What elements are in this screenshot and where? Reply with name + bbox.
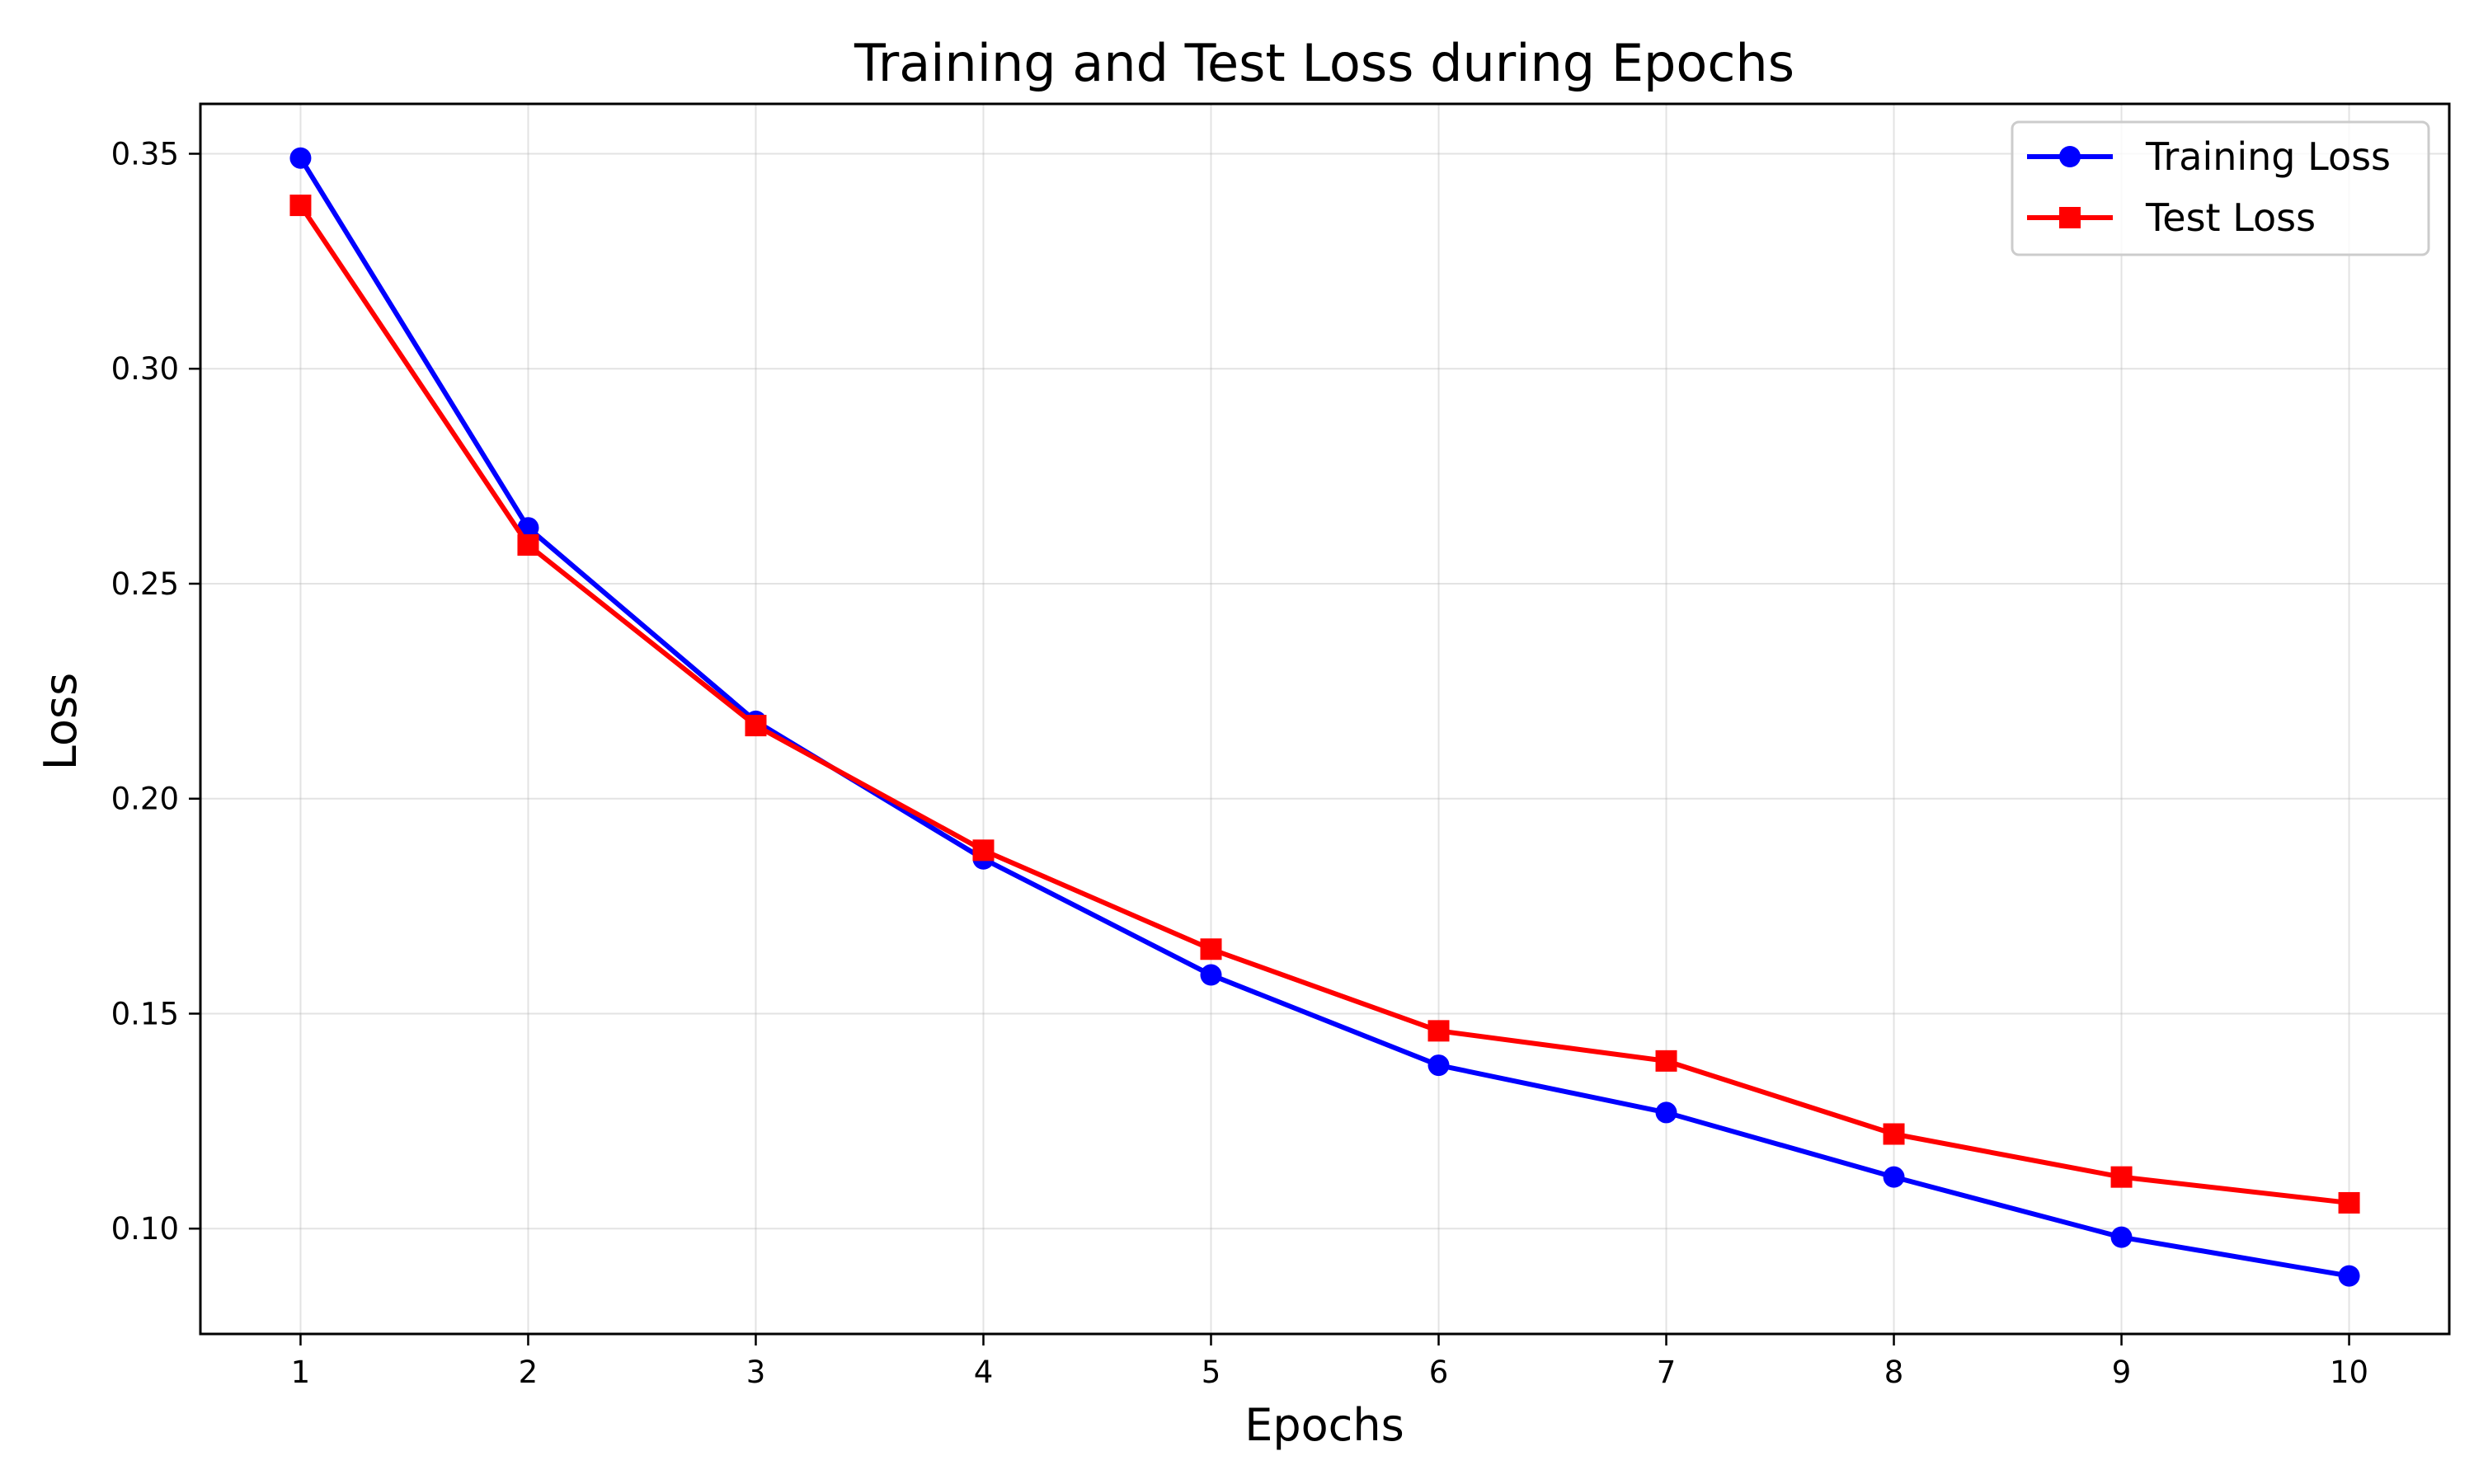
legend-entry-test-loss: Test Loss bbox=[2027, 195, 2316, 240]
legend-entries: Training Loss Test Loss bbox=[2027, 134, 2391, 240]
plot-area-frame bbox=[199, 102, 2451, 1336]
data-point-test-loss bbox=[1883, 1123, 1905, 1145]
x-tick-label: 4 bbox=[974, 1355, 994, 1390]
series-test-loss bbox=[289, 195, 2360, 1214]
axis-ticks: 1 2 3 4 5 6 7 8 9 10 0.10 0.15 0.20 0.25 0.30 0.35 bbox=[111, 136, 2368, 1390]
x-tick-label: 7 bbox=[1657, 1355, 1677, 1390]
y-tick-label: 0.15 bbox=[111, 996, 179, 1031]
x-tick-label: 10 bbox=[2330, 1355, 2368, 1390]
legend-marker-training-loss bbox=[2059, 146, 2081, 167]
legend-entry-training-loss: Training Loss bbox=[2027, 134, 2391, 179]
x-tick-label: 9 bbox=[2112, 1355, 2132, 1390]
data-point-training-loss bbox=[1427, 1054, 1450, 1077]
data-point-test-loss bbox=[517, 534, 539, 556]
series-line-training-loss bbox=[298, 155, 2352, 1279]
x-tick-label: 8 bbox=[1884, 1355, 1904, 1390]
y-tick-label: 0.20 bbox=[111, 782, 179, 817]
x-axis-label: Epochs bbox=[1244, 1399, 1404, 1451]
data-point-training-loss bbox=[1200, 964, 1222, 986]
y-tick-label: 0.10 bbox=[111, 1211, 179, 1247]
legend-label-training-loss: Training Loss bbox=[2145, 134, 2391, 179]
data-point-test-loss bbox=[972, 839, 995, 862]
data-point-training-loss bbox=[1655, 1101, 1677, 1124]
x-tick-label: 2 bbox=[519, 1355, 539, 1390]
data-point-test-loss bbox=[1200, 938, 1222, 960]
series-line-test-loss bbox=[298, 203, 2352, 1205]
x-tick-label: 3 bbox=[746, 1355, 766, 1390]
data-point-test-loss bbox=[1427, 1020, 1450, 1042]
grid-lines bbox=[200, 104, 2449, 1334]
chart-title: Training and Test Loss during Epochs bbox=[854, 33, 1794, 93]
data-point-training-loss bbox=[289, 147, 312, 169]
y-axis-label: Loss bbox=[35, 673, 87, 770]
x-tick-label: 5 bbox=[1202, 1355, 1221, 1390]
data-point-test-loss bbox=[2338, 1191, 2360, 1214]
data-point-training-loss bbox=[2110, 1226, 2133, 1248]
x-tick-label: 6 bbox=[1429, 1355, 1449, 1390]
legend-marker-test-loss bbox=[2059, 207, 2081, 228]
data-series bbox=[289, 147, 2360, 1287]
legend: Training Loss Test Loss bbox=[2011, 120, 2430, 256]
legend-box bbox=[2011, 120, 2430, 256]
data-point-training-loss bbox=[2338, 1265, 2360, 1287]
y-tick-label: 0.30 bbox=[111, 351, 179, 387]
data-point-training-loss bbox=[1883, 1166, 1905, 1188]
x-tick-label: 1 bbox=[291, 1355, 311, 1390]
y-tick-label: 0.25 bbox=[111, 566, 179, 602]
data-point-test-loss bbox=[2110, 1166, 2133, 1188]
data-point-test-loss bbox=[289, 195, 312, 217]
legend-label-test-loss: Test Loss bbox=[2145, 195, 2316, 240]
y-tick-label: 0.35 bbox=[111, 136, 179, 171]
data-point-test-loss bbox=[745, 715, 767, 737]
data-point-test-loss bbox=[1655, 1050, 1677, 1072]
